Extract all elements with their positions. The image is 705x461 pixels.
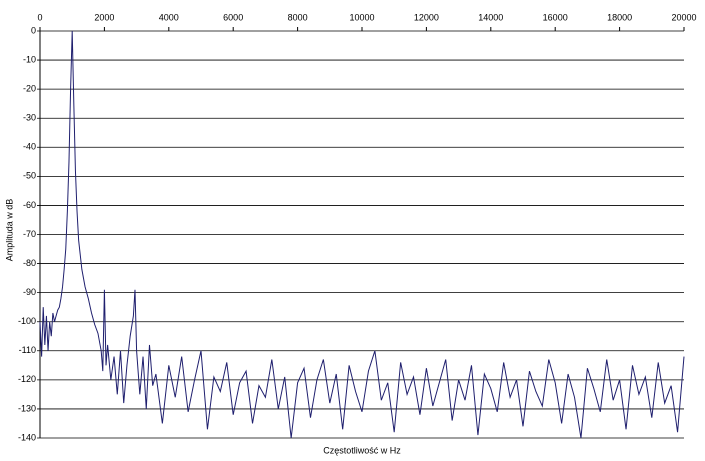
y-tick-label: -30 <box>23 113 36 123</box>
x-tick-label: 10000 <box>349 12 374 22</box>
x-tick-label: 2000 <box>94 12 114 22</box>
y-tick-label: -40 <box>23 142 36 152</box>
x-tick-label: 20000 <box>671 12 696 22</box>
y-tick-label: -80 <box>23 258 36 268</box>
y-tick-label: -20 <box>23 84 36 94</box>
x-tick-label: 6000 <box>223 12 243 22</box>
y-tick-label: -110 <box>19 345 36 355</box>
y-tick-label: -100 <box>18 316 36 326</box>
y-tick-label: -10 <box>23 54 36 64</box>
y-tick-label: -90 <box>23 287 36 297</box>
y-tick-label: -60 <box>23 200 36 210</box>
x-tick-label: 18000 <box>607 12 632 22</box>
x-tick-label: 0 <box>37 12 42 22</box>
y-tick-label: -130 <box>18 403 36 413</box>
y-tick-label: -50 <box>23 171 36 181</box>
x-tick-label: 4000 <box>159 12 179 22</box>
y-tick-label: -140 <box>18 432 36 442</box>
y-tick-label: -70 <box>23 229 36 239</box>
x-tick-label: 12000 <box>414 12 439 22</box>
y-tick-label: 0 <box>31 25 36 35</box>
y-axis-title: Amplituda w dB <box>4 199 14 262</box>
spectrum-line <box>39 30 685 439</box>
x-tick-label: 8000 <box>288 12 308 22</box>
y-tick-label: -120 <box>18 374 36 384</box>
x-axis-title: Częstotliwość w Hz <box>323 445 401 455</box>
x-tick-label: 16000 <box>543 12 568 22</box>
x-tick-label: 14000 <box>478 12 503 22</box>
